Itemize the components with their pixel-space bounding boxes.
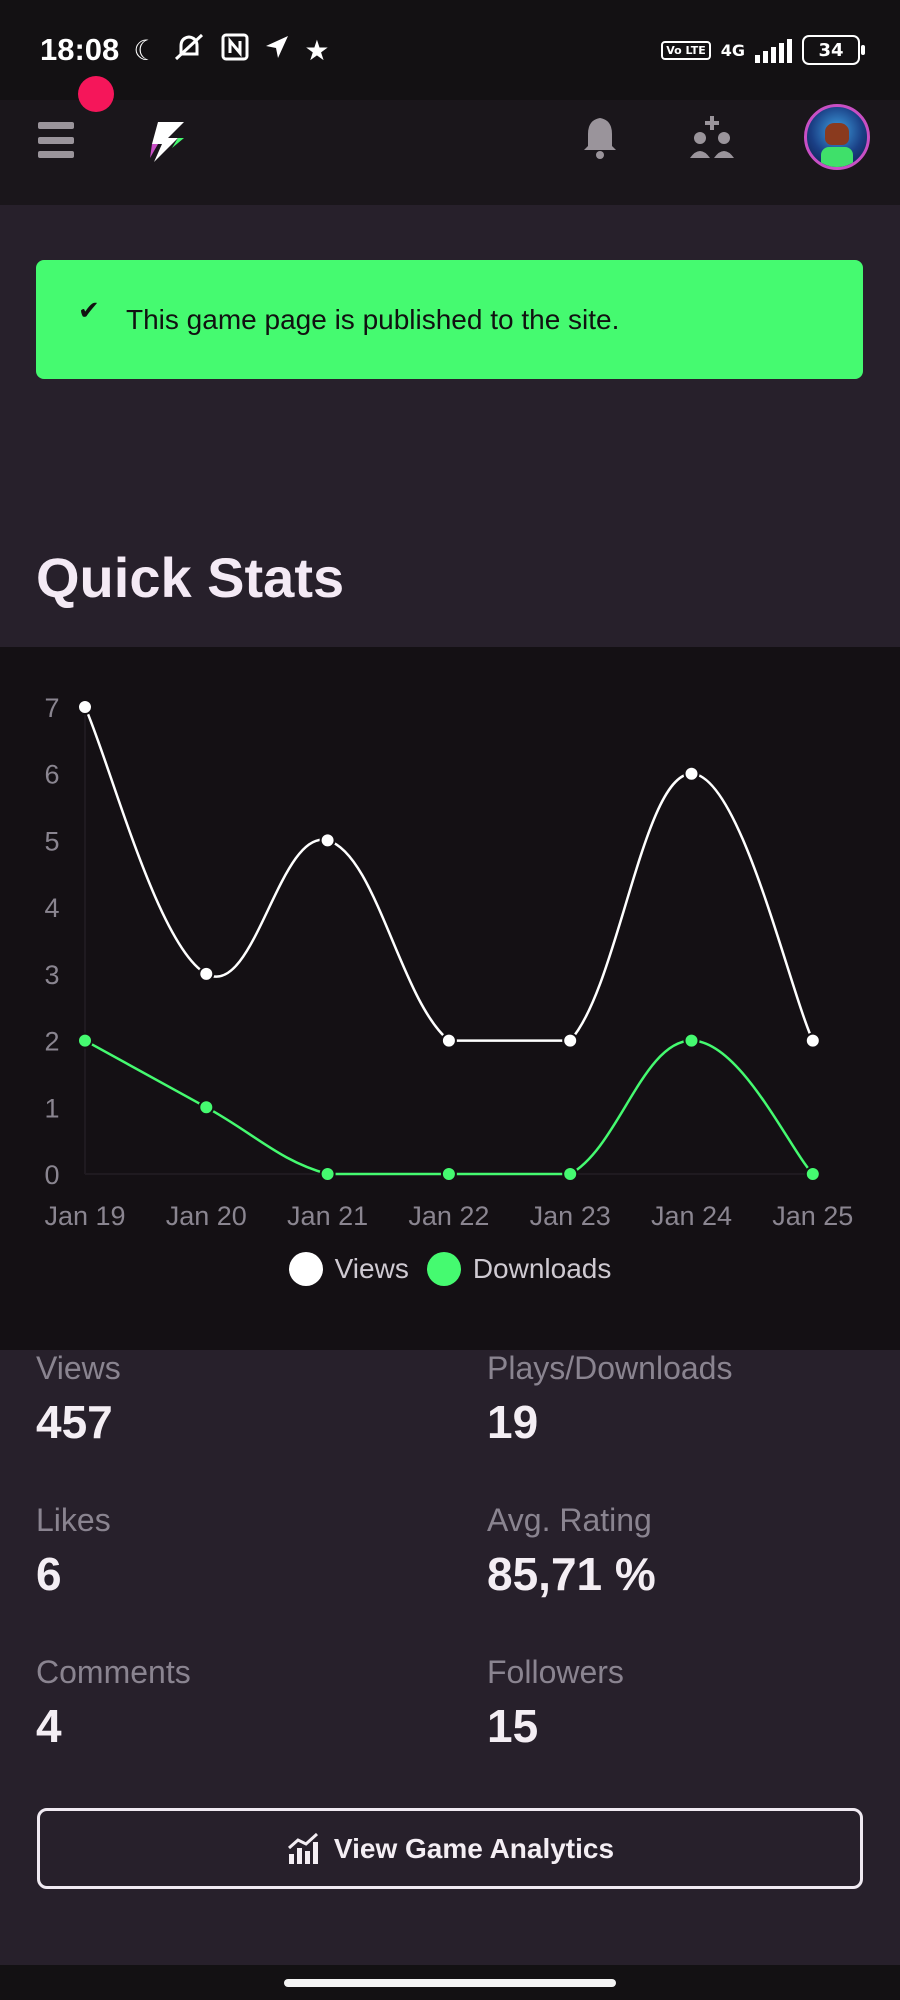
legend-label-downloads: Downloads (472, 1253, 612, 1284)
bell-icon[interactable] (580, 114, 620, 160)
legend-item-views[interactable]: Views (288, 1252, 409, 1286)
stat-label: Likes (36, 1502, 111, 1538)
volte-indicator: Vo LTE (661, 40, 711, 60)
battery-level: 34 (818, 39, 844, 61)
y-tick-label: 6 (44, 760, 59, 790)
stat-value: 6 (36, 1548, 62, 1600)
data-point-downloads[interactable] (440, 1166, 457, 1182)
stats-chart-panel: 0 1 2 3 4 5 6 7 Jan 19 Jan 20 Jan 21 Jan 22 Jan 23 Ja… (0, 647, 900, 1350)
network-type: 4G (720, 40, 745, 60)
x-tick-label: Jan 24 (651, 1201, 732, 1231)
top-navbar (0, 76, 900, 205)
stat-value: 19 (487, 1396, 539, 1448)
system-nav-bar (0, 1965, 900, 2000)
page-title: Quick Stats (36, 546, 345, 609)
y-tick-label: 2 (44, 1027, 59, 1057)
data-point-downloads[interactable] (77, 1032, 93, 1049)
menu-icon[interactable] (38, 122, 74, 158)
data-point-views[interactable] (77, 699, 93, 715)
legend-swatch-views (288, 1252, 323, 1286)
y-tick-label: 4 (44, 893, 59, 923)
y-tick-label: 1 (44, 1093, 59, 1123)
data-point-views[interactable] (804, 1032, 821, 1049)
legend-item-downloads[interactable]: Downloads (426, 1252, 612, 1286)
add-friend-icon[interactable] (690, 114, 736, 160)
x-tick-label: Jan 25 (772, 1201, 853, 1231)
status-time: 18:08 (40, 32, 120, 67)
stats-chart: 0 1 2 3 4 5 6 7 Jan 19 Jan 20 Jan 21 Jan 22 Jan 23 Ja… (44, 693, 853, 1231)
x-tick-label: Jan 22 (408, 1201, 489, 1231)
stat-value: 4 (36, 1700, 62, 1752)
legend-swatch-downloads (426, 1252, 461, 1286)
signal-icon (755, 37, 792, 63)
data-point-downloads[interactable] (319, 1166, 336, 1182)
stat-avg-rating: Avg. Rating 85,71 % (487, 1502, 887, 1601)
x-tick-label: Jan 21 (287, 1201, 368, 1231)
stat-label: Plays/Downloads (487, 1350, 733, 1386)
status-bar-left: 18:08 ☾ ★ (40, 32, 330, 69)
stat-value: 85,71 % (487, 1548, 656, 1600)
y-tick-label: 7 (44, 693, 59, 723)
banner-message: This game page is published to the site. (126, 303, 620, 335)
stat-value: 457 (36, 1396, 113, 1448)
location-icon (264, 34, 290, 67)
view-game-analytics-button[interactable]: View Game Analytics (37, 1808, 863, 1889)
notification-dot (78, 76, 114, 112)
published-banner: ✔ This game page is published to the sit… (36, 260, 863, 379)
analytics-button-label: View Game Analytics (333, 1832, 615, 1864)
stat-views: Views 457 (36, 1350, 436, 1449)
moon-icon: ☾ (133, 33, 159, 67)
x-tick-label: Jan 20 (166, 1201, 247, 1231)
status-bar-right: Vo LTE 4G 34 (661, 35, 865, 65)
data-point-views[interactable] (440, 1032, 457, 1049)
star-icon: ★ (304, 33, 330, 67)
check-icon: ✔ (78, 296, 100, 326)
data-point-views[interactable] (683, 765, 700, 782)
stat-comments: Comments 4 (36, 1654, 436, 1753)
avatar[interactable] (804, 104, 870, 170)
data-point-downloads[interactable] (683, 1032, 700, 1049)
y-tick-label: 5 (44, 826, 59, 856)
nfc-icon (220, 32, 250, 69)
x-tick-label: Jan 23 (530, 1201, 611, 1231)
y-tick-label: 3 (44, 960, 59, 990)
stat-label: Views (36, 1350, 121, 1386)
analytics-chart-icon (287, 1832, 318, 1864)
stat-likes: Likes 6 (36, 1502, 436, 1601)
chart-legend: Views Downloads (0, 1252, 900, 1286)
stat-label: Comments (36, 1654, 191, 1690)
y-tick-label: 0 (44, 1160, 59, 1190)
legend-label-views: Views (334, 1253, 409, 1284)
series-line-views (83, 706, 814, 1042)
x-tick-label: Jan 19 (44, 1201, 125, 1231)
stat-value: 15 (487, 1700, 539, 1752)
stat-followers: Followers 15 (487, 1654, 887, 1753)
data-point-downloads[interactable] (804, 1166, 821, 1182)
series-line-downloads (84, 1039, 814, 1176)
mute-icon (172, 32, 206, 69)
stat-label: Avg. Rating (487, 1502, 652, 1538)
data-point-views[interactable] (198, 965, 215, 982)
data-point-downloads[interactable] (562, 1166, 579, 1182)
data-point-views[interactable] (319, 832, 336, 849)
stat-plays-downloads: Plays/Downloads 19 (487, 1350, 887, 1449)
battery-icon: 34 (802, 35, 865, 65)
status-bar: 18:08 ☾ ★ Vo LTE 4G 34 (0, 0, 900, 100)
stat-label: Followers (487, 1654, 624, 1690)
logo-icon[interactable] (144, 118, 190, 164)
home-indicator[interactable] (284, 1979, 616, 1987)
data-point-views[interactable] (562, 1032, 579, 1049)
data-point-downloads[interactable] (198, 1099, 215, 1116)
